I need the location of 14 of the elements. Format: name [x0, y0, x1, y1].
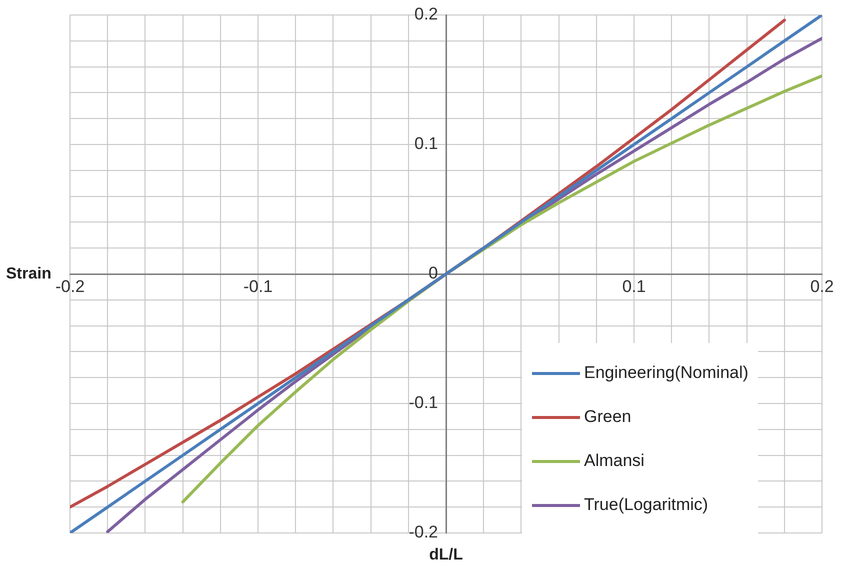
legend-label: True(Logaritmic)	[584, 495, 708, 515]
x-tick-label: 0.2	[810, 276, 834, 296]
y-tick-label: -0.1	[408, 393, 438, 412]
y-axis-title: Strain	[6, 265, 52, 282]
legend-label: Green	[584, 407, 632, 427]
legend-label: Engineering(Nominal)	[584, 363, 748, 383]
x-tick-label: 0.1	[622, 276, 646, 296]
x-axis-title: dL/L	[429, 546, 464, 564]
legend-label: Almansi	[584, 451, 644, 471]
x-tick-label: -0.1	[243, 276, 273, 296]
y-tick-label: 0.2	[414, 4, 438, 24]
x-tick-label: -0.2	[55, 276, 85, 296]
y-tick-label: 0.1	[414, 134, 438, 154]
y-tick-label: -0.2	[408, 522, 438, 542]
